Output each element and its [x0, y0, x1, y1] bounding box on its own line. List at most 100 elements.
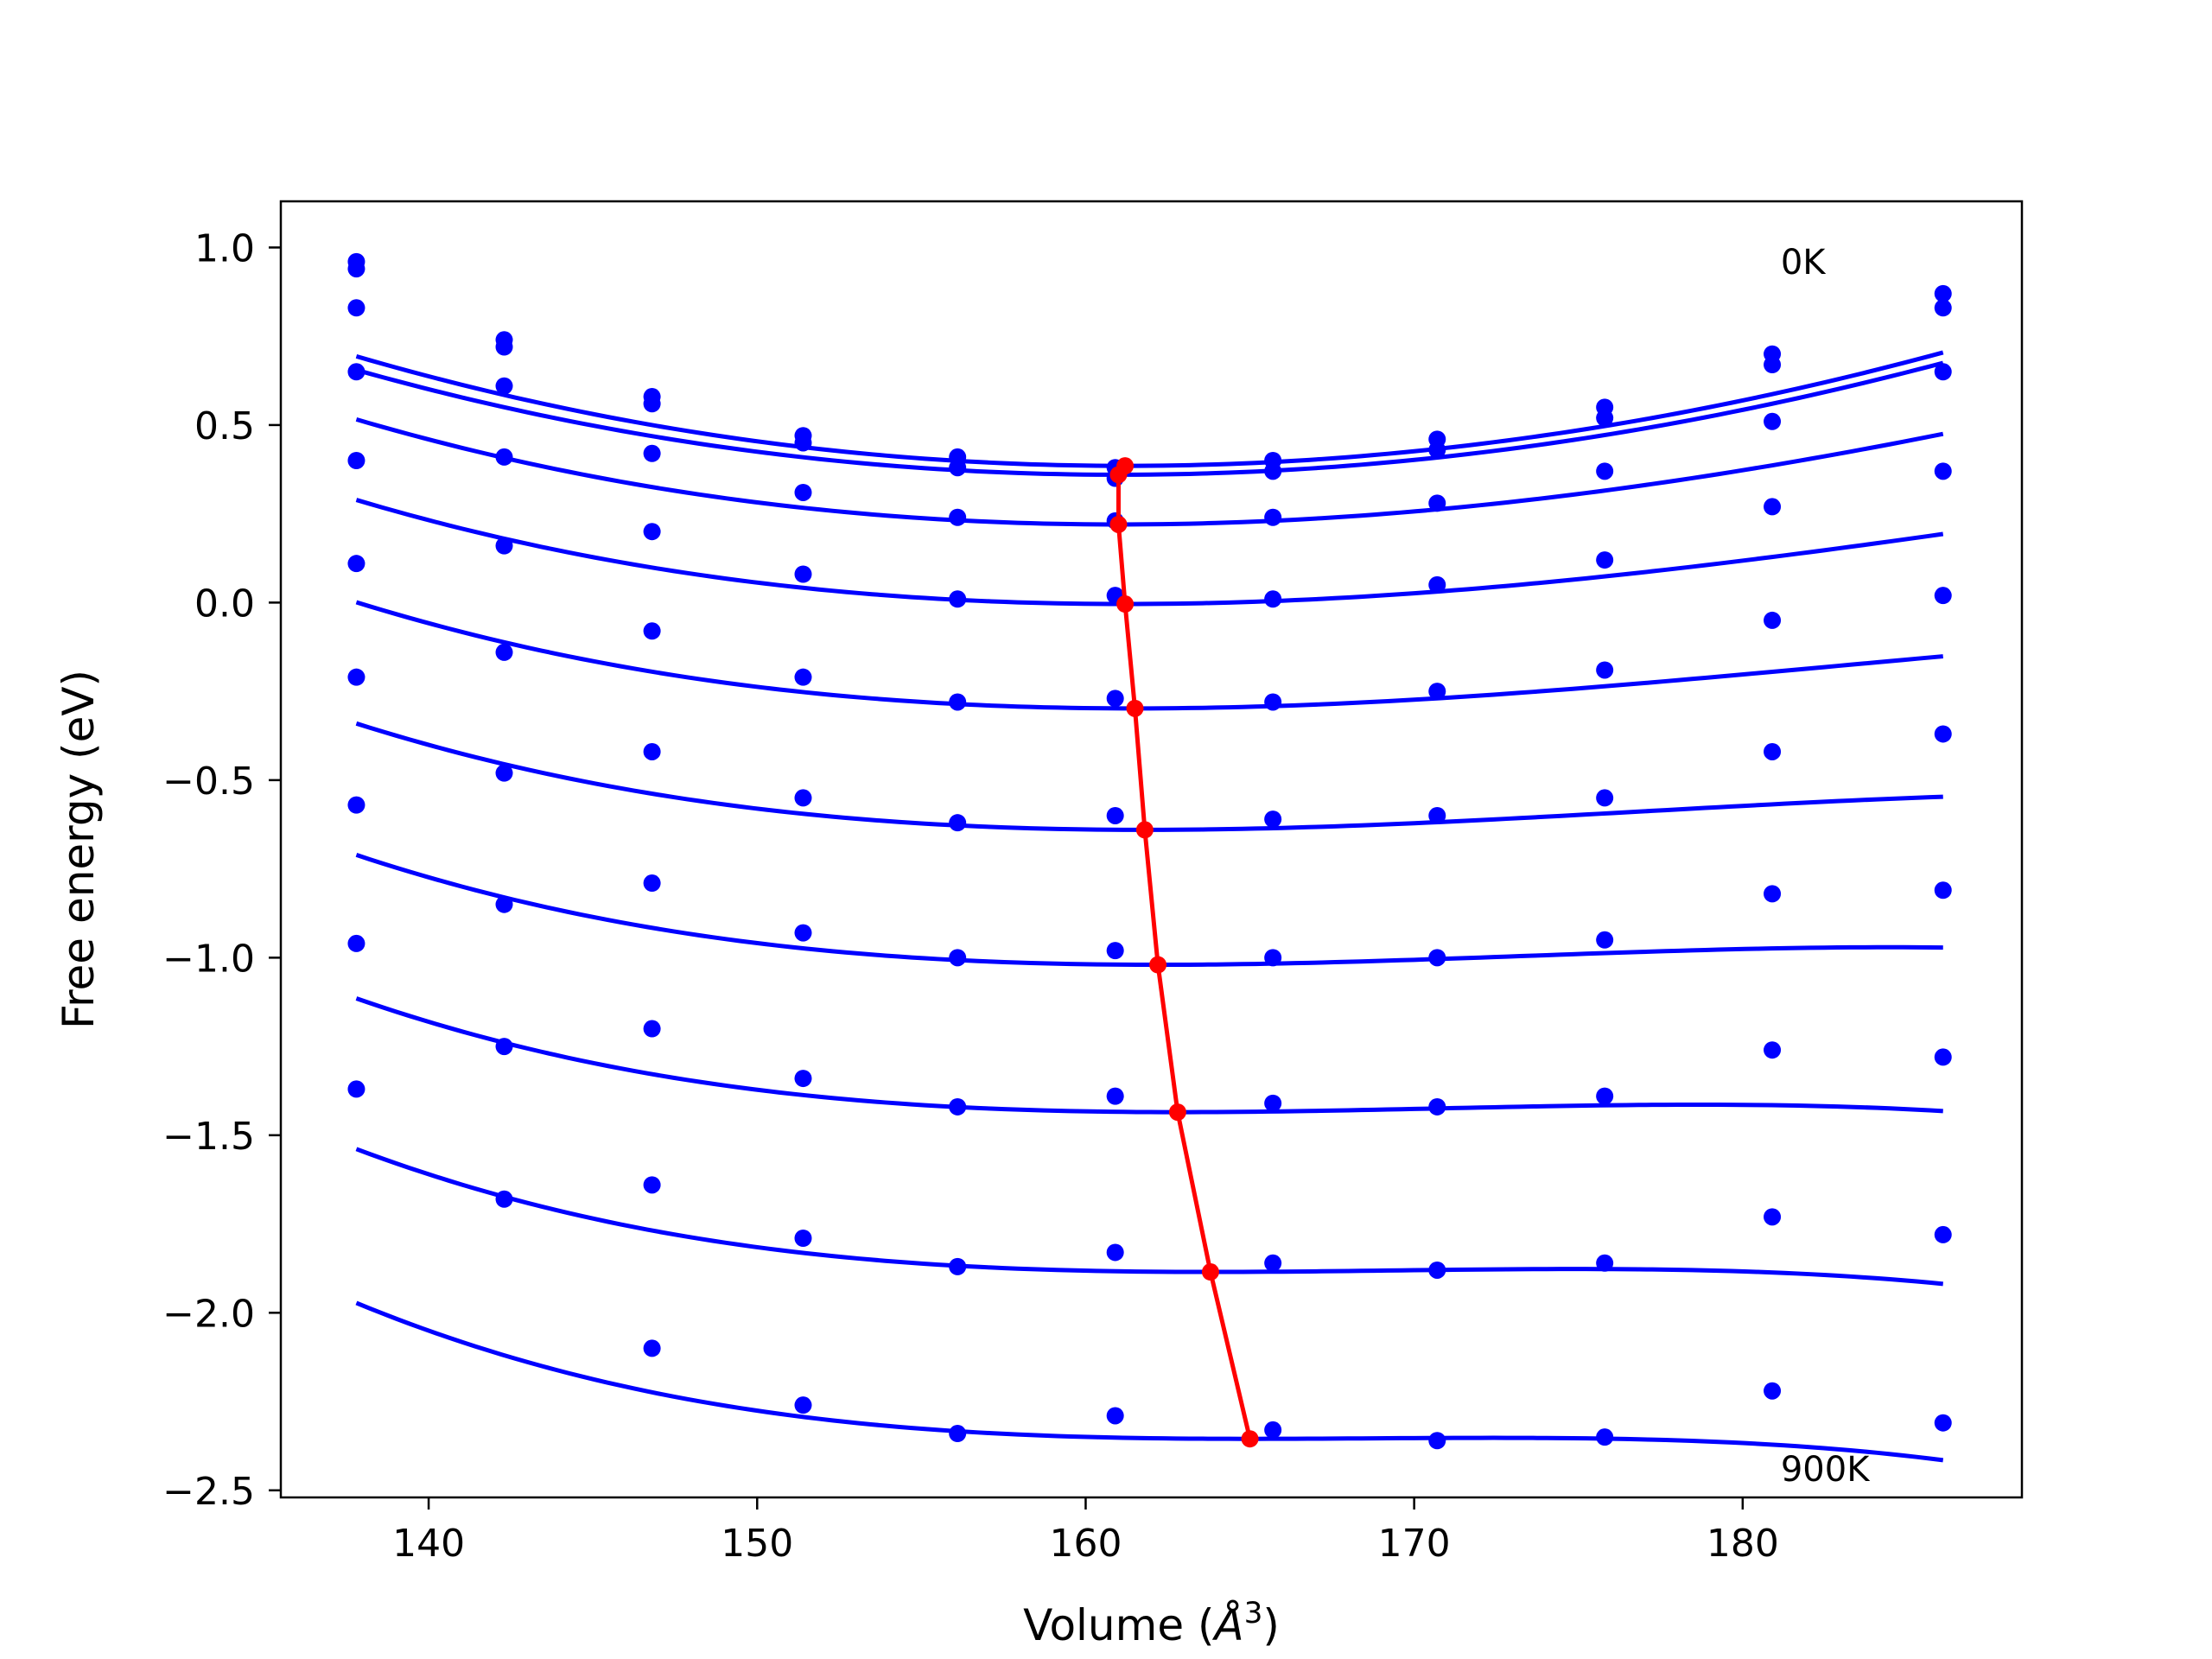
x-tick-label-1: 150 — [721, 1522, 793, 1566]
series-1-point-6 — [1264, 462, 1282, 480]
y-tick-label-1: 0.5 — [194, 404, 255, 448]
series-5-point-5 — [1106, 806, 1124, 824]
series-2-point-1 — [495, 377, 513, 395]
series-9-point-4 — [949, 1425, 967, 1443]
series-3-point-9 — [1764, 498, 1782, 516]
series-7-fit-line — [355, 996, 1943, 1115]
series-2-point-7 — [1428, 494, 1446, 512]
series-3-point-3 — [794, 565, 812, 583]
annotation-0: 0K — [1781, 243, 1827, 283]
minima-point-8 — [1201, 1263, 1219, 1281]
series-5-point-7 — [1428, 806, 1446, 824]
minima-point-2 — [1109, 515, 1128, 533]
series-4-point-4 — [949, 693, 967, 711]
series-2-point-6 — [1264, 508, 1282, 526]
series-1-point-9 — [1764, 356, 1782, 374]
series-0-fit-line — [355, 350, 1944, 468]
series-4-point-6 — [1264, 693, 1282, 711]
y-tick-label-6: −2.0 — [162, 1292, 255, 1336]
series-7-point-4 — [949, 1097, 967, 1116]
y-axis-label: Free energy (eV) — [54, 670, 104, 1029]
series-2-point-2 — [643, 444, 661, 462]
series-4-point-5 — [1106, 690, 1124, 708]
x-tick-label-2: 160 — [1049, 1522, 1122, 1566]
series-6-point-3 — [794, 924, 812, 942]
series-4-point-7 — [1428, 683, 1446, 701]
series-5-point-2 — [643, 742, 661, 760]
series-6-point-6 — [1264, 949, 1282, 967]
series-8-point-8 — [1596, 1254, 1614, 1272]
series-6-point-2 — [643, 874, 661, 893]
series-1-fit-line — [355, 360, 1944, 477]
series-6-point-0 — [347, 668, 365, 686]
x-tick-label-3: 170 — [1378, 1522, 1451, 1566]
series-8-point-7 — [1428, 1261, 1446, 1279]
series-9-fit-line — [355, 1300, 1944, 1463]
x-tick-label-4: 180 — [1707, 1522, 1779, 1566]
minima-point-7 — [1168, 1103, 1186, 1122]
series-9-point-5 — [1106, 1407, 1124, 1425]
minima-point-3 — [1116, 595, 1135, 613]
x-axis-label: Volume (Å3) — [1023, 1596, 1280, 1650]
series-6-point-5 — [1106, 942, 1124, 960]
series-5-point-9 — [1764, 742, 1782, 760]
series-7-point-10 — [1934, 1048, 1952, 1066]
series-4-point-8 — [1596, 661, 1614, 679]
series-4-point-2 — [643, 622, 661, 640]
y-tick-label-7: −2.5 — [162, 1470, 255, 1514]
minima-line — [1116, 464, 1252, 1440]
series-3-point-10 — [1934, 462, 1952, 480]
series-4-point-3 — [794, 668, 812, 686]
series-3-point-8 — [1596, 551, 1614, 569]
series-5-point-1 — [495, 643, 513, 661]
series-2-point-8 — [1596, 462, 1614, 480]
y-tick-label-3: −0.5 — [162, 760, 255, 804]
series-7-point-0 — [347, 796, 365, 814]
minima-point-6 — [1149, 956, 1167, 974]
y-tick-label-4: −1.0 — [162, 937, 255, 981]
series-6-point-7 — [1428, 949, 1446, 967]
series-7-point-5 — [1106, 1087, 1124, 1105]
series-7-point-3 — [794, 1070, 812, 1088]
series-5-point-3 — [794, 789, 812, 807]
series-2-point-4 — [949, 508, 967, 526]
series-3-point-1 — [495, 448, 513, 466]
annotations: 0K 900K — [1781, 243, 1871, 1490]
series-8-point-6 — [1264, 1254, 1282, 1272]
annotation-1: 900K — [1781, 1450, 1871, 1490]
series-4-point-1 — [495, 537, 513, 555]
series-9-point-2 — [643, 1339, 661, 1357]
series-3-point-6 — [1264, 590, 1282, 608]
series-7-point-2 — [643, 1020, 661, 1038]
series-7-point-9 — [1764, 1041, 1782, 1059]
series-1-point-0 — [347, 260, 365, 278]
series-0-point-10 — [1934, 284, 1952, 302]
series-8-point-3 — [794, 1230, 812, 1247]
series-1-point-2 — [643, 395, 661, 413]
series-6-point-9 — [1764, 885, 1782, 903]
series-2-point-9 — [1764, 412, 1782, 430]
series-2-point-0 — [347, 299, 365, 317]
series-8-point-4 — [949, 1257, 967, 1275]
series-7-point-6 — [1264, 1094, 1282, 1112]
series-9-point-10 — [1934, 1414, 1952, 1432]
series-9-point-9 — [1764, 1382, 1782, 1400]
y-tick-label-0: 1.0 — [194, 226, 255, 270]
series-6-point-4 — [949, 949, 967, 967]
minima-point-9 — [1241, 1430, 1259, 1448]
series-4-point-9 — [1764, 611, 1782, 629]
series-8-fit-line — [355, 1147, 1943, 1287]
series-6-point-8 — [1596, 931, 1614, 949]
series-5-point-10 — [1934, 725, 1952, 743]
series-9-point-0 — [347, 1080, 365, 1098]
series-1-point-3 — [794, 434, 812, 452]
series-7-point-8 — [1596, 1087, 1614, 1105]
series-5-point-0 — [347, 555, 365, 573]
series-4-point-10 — [1934, 587, 1952, 605]
series-1-point-7 — [1428, 441, 1446, 459]
series-3-fit-line — [355, 498, 1944, 607]
series-9-point-1 — [495, 1190, 513, 1208]
series-5-point-6 — [1264, 810, 1282, 829]
series-2-point-10 — [1934, 363, 1952, 381]
